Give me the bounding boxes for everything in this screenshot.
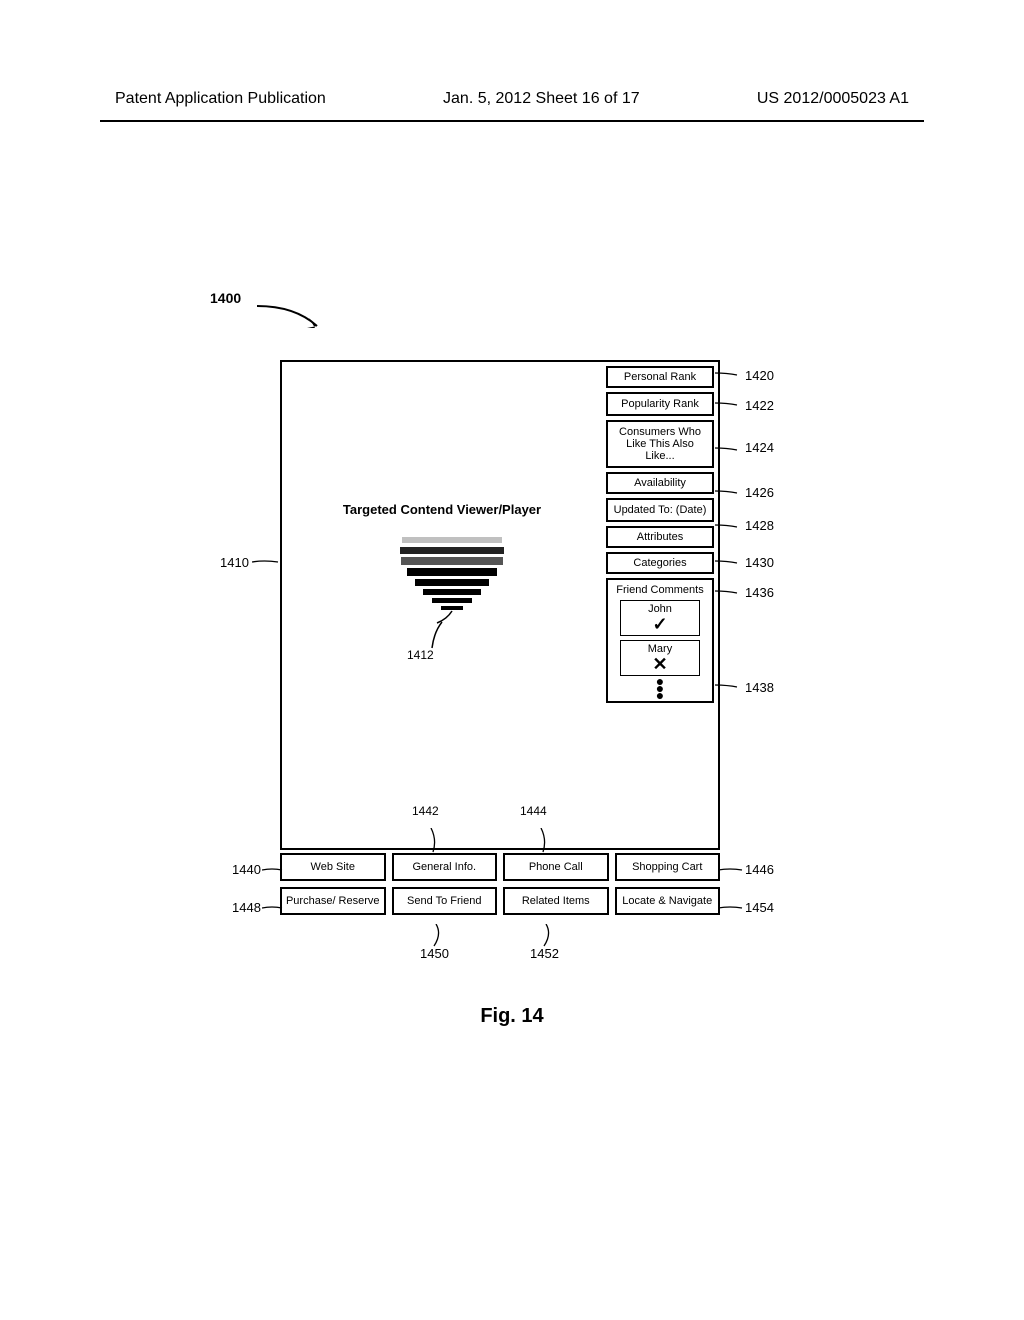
ref-1452: 1452 [530,946,559,961]
btn-web-site[interactable]: Web Site [280,853,386,881]
button-row-2: Purchase/ Reserve Send To Friend Related… [280,887,720,915]
ref-1446: 1446 [745,862,774,877]
btn-send-to-friend[interactable]: Send To Friend [392,887,498,915]
main-frame: Targeted Contend Viewer/Player 1442 1444… [280,360,720,850]
x-icon: ✕ [621,655,699,673]
check-icon: ✓ [621,615,699,633]
ref-1410: 1410 [220,555,249,570]
figure-caption: Fig. 14 [0,1005,1024,1028]
ref-1440: 1440 [232,862,261,877]
lead-1442 [425,828,445,854]
ref-1436: 1436 [745,585,774,600]
page-header: Patent Application Publication Jan. 5, 2… [115,90,909,108]
box-consumers-like: Consumers Who Like This Also Like... [606,420,714,468]
ref-1454: 1454 [745,900,774,915]
header-center: Jan. 5, 2012 Sheet 16 of 17 [443,90,640,108]
ref-1420: 1420 [745,368,774,383]
header-left: Patent Application Publication [115,90,326,108]
box-attributes: Attributes [606,526,714,548]
viewer-area: Targeted Contend Viewer/Player 1442 1444… [282,362,602,812]
ref-1438: 1438 [745,680,774,695]
lead-1410 [252,552,282,572]
ref-1430: 1430 [745,555,774,570]
box-friend-comments: Friend Comments John ✓ Mary ✕ ●●● [606,578,714,703]
box-updated-to: Updated To: (Date) [606,498,714,522]
lead-1446 [718,860,744,876]
btn-general-info[interactable]: General Info. [392,853,498,881]
right-leads [715,363,745,843]
sidebar: Personal Rank Popularity Rank Consumers … [606,366,714,703]
button-rows: Web Site General Info. Phone Call Shoppi… [280,853,720,921]
header-rule [100,120,924,122]
arrow-icon [255,300,335,340]
lead-1454 [718,898,744,914]
btn-phone-call[interactable]: Phone Call [503,853,609,881]
ref-1426: 1426 [745,485,774,500]
friend-john: John ✓ [620,600,700,636]
lead-1452 [538,924,558,948]
ref-1448: 1448 [232,900,261,915]
ref-1400: 1400 [210,290,241,306]
button-row-1: Web Site General Info. Phone Call Shoppi… [280,853,720,881]
lead-1448 [262,898,284,914]
btn-shopping-cart[interactable]: Shopping Cart [615,853,721,881]
tornado-icon [397,537,507,627]
box-categories: Categories [606,552,714,574]
header-right: US 2012/0005023 A1 [757,90,909,108]
friends-title: Friend Comments [610,584,710,596]
ellipsis-icon: ●●● [610,678,710,699]
box-popularity-rank: Popularity Rank [606,392,714,416]
box-personal-rank: Personal Rank [606,366,714,388]
friend-mary: Mary ✕ [620,640,700,676]
ref-1450: 1450 [420,946,449,961]
ref-1412: 1412 [407,648,434,662]
ref-1422: 1422 [745,398,774,413]
viewer-title: Targeted Contend Viewer/Player [282,502,602,517]
lead-1450 [428,924,448,948]
ref-1442-inner: 1442 [412,804,439,818]
ref-1444-inner: 1444 [520,804,547,818]
ref-1428: 1428 [745,518,774,533]
btn-locate-navigate[interactable]: Locate & Navigate [615,887,721,915]
box-availability: Availability [606,472,714,494]
btn-purchase-reserve[interactable]: Purchase/ Reserve [280,887,386,915]
btn-related-items[interactable]: Related Items [503,887,609,915]
lead-1412 [402,620,452,650]
lead-1440 [262,860,284,876]
ref-1424: 1424 [745,440,774,455]
lead-1444 [535,828,555,854]
